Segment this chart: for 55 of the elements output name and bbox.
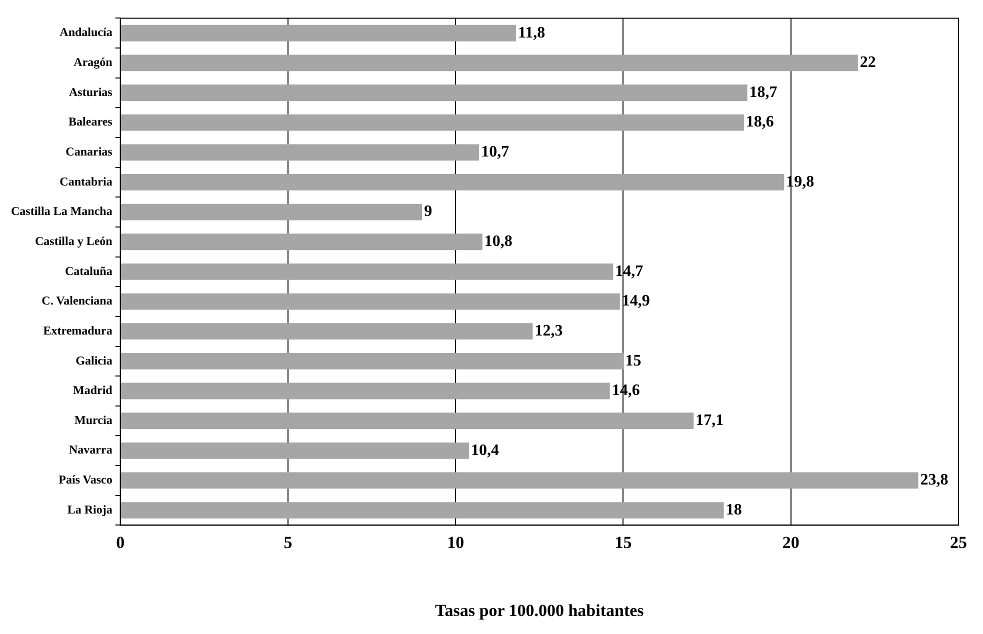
bar xyxy=(120,174,784,190)
data-label: 9 xyxy=(424,203,432,220)
x-tick-label: 25 xyxy=(950,532,967,552)
bar xyxy=(120,323,533,340)
bar xyxy=(120,502,724,518)
y-tick-label: Castilla y León xyxy=(34,234,113,248)
data-label: 10,4 xyxy=(471,442,500,459)
data-label: 18,6 xyxy=(746,114,774,131)
y-tick-label: La Rioja xyxy=(67,502,112,516)
y-tick-label: C. Valenciana xyxy=(42,294,112,308)
bar xyxy=(120,352,624,370)
data-label: 22 xyxy=(860,54,876,72)
y-tick-label: Castilla La Mancha xyxy=(10,204,112,218)
bar xyxy=(120,472,918,489)
bar xyxy=(120,442,470,459)
bar xyxy=(120,412,694,430)
data-label: 18,7 xyxy=(749,84,778,101)
bar xyxy=(120,293,620,310)
y-tick-label: Baleares xyxy=(68,114,113,129)
x-tick-label: 15 xyxy=(614,532,632,552)
bar xyxy=(120,264,614,280)
y-tick-label: Andalucía xyxy=(60,25,112,40)
data-label: 10,8 xyxy=(484,233,512,250)
bar xyxy=(120,84,748,101)
bar xyxy=(120,204,422,220)
data-label: 18 xyxy=(726,501,742,518)
y-tick-label: Galicia xyxy=(76,353,112,368)
y-tick-label: Extremadura xyxy=(43,323,112,338)
data-label: 14,9 xyxy=(622,292,650,310)
data-label: 11,8 xyxy=(518,24,546,42)
data-label: 10,7 xyxy=(481,144,510,161)
bar xyxy=(120,24,516,42)
data-label: 15 xyxy=(625,352,642,370)
bar xyxy=(120,234,482,250)
bar xyxy=(120,382,610,400)
x-axis-title: Tasas por 100.000 habitantes xyxy=(435,601,644,620)
bar xyxy=(120,144,480,161)
bar xyxy=(120,114,744,131)
y-tick-label: Navarra xyxy=(69,442,112,457)
y-tick-label: Aragón xyxy=(74,55,113,70)
y-tick-label: Cataluña xyxy=(64,264,112,278)
y-tick-label: Madrid xyxy=(72,383,113,398)
data-label: 12,3 xyxy=(534,322,563,340)
x-tick-label: 5 xyxy=(284,532,292,552)
x-tick-label: 10 xyxy=(447,532,464,552)
y-tick-label: Canarias xyxy=(66,144,113,158)
y-tick-label: Asturias xyxy=(68,84,113,99)
data-label: 17,1 xyxy=(696,412,724,429)
x-tick-label: 20 xyxy=(782,532,800,552)
data-label: 23,8 xyxy=(920,472,948,489)
y-tick-label: Murcia xyxy=(74,412,112,427)
y-tick-label: País Vasco xyxy=(58,472,112,487)
bar xyxy=(120,54,858,72)
y-tick-label: Cantabria xyxy=(60,174,112,188)
x-tick-label: 0 xyxy=(116,532,125,552)
